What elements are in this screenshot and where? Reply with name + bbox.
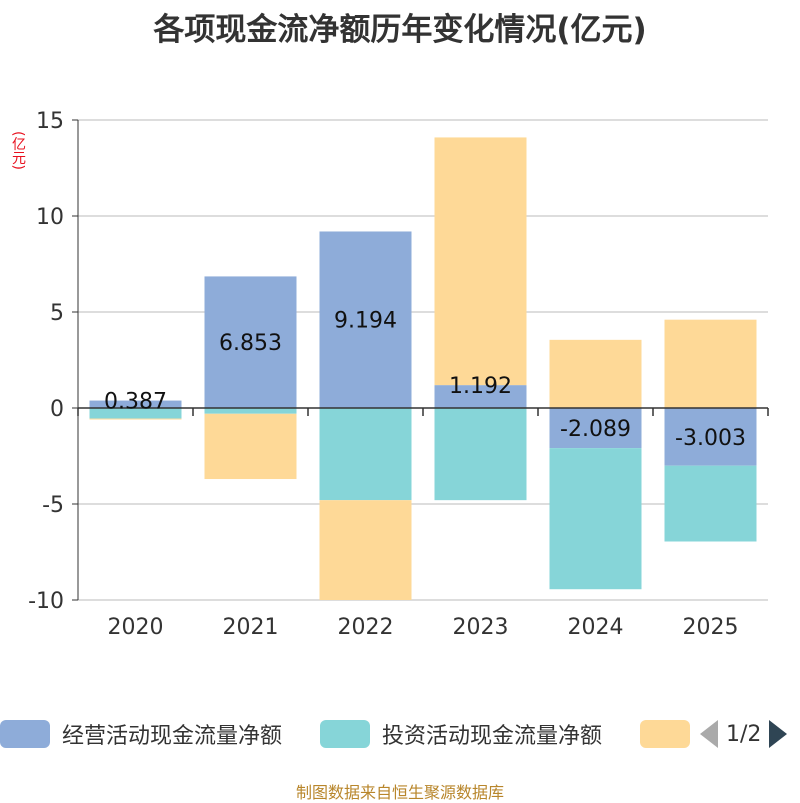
- bar-operating-2025: [664, 408, 757, 466]
- x-category-label: 2024: [568, 615, 624, 640]
- y-tick-label: 0: [50, 397, 64, 422]
- bar-investing-2020: [89, 408, 182, 419]
- legend-label-investing: 投资活动现金流量净额: [382, 724, 603, 749]
- legend-next-page-icon[interactable]: [769, 720, 788, 748]
- bar-investing-2021: [204, 408, 297, 414]
- bar-financing-2025: [664, 319, 757, 408]
- x-category-label: 2025: [683, 615, 739, 640]
- legend-label-operating: 经营活动现金流量净额: [62, 724, 283, 749]
- bar-chart: 15 10 5 0 -5 -10 2020 2021 2022 2023 2024 2025 0.387…: [28, 109, 769, 640]
- legend-swatch-financing: [640, 720, 690, 748]
- bar-financing-2023: [434, 137, 527, 386]
- data-label-operating-2024: -2.089: [560, 417, 631, 442]
- x-category-label: 2021: [223, 615, 279, 640]
- x-category-label: 2023: [453, 615, 509, 640]
- bar-financing-2021: [204, 413, 297, 480]
- legend-pager: 1/2: [700, 714, 788, 754]
- bar-investing-2024: [549, 448, 642, 590]
- legend-swatch-investing: [320, 720, 370, 748]
- legend-page-indicator: 1/2: [726, 721, 762, 747]
- x-category-label: 2022: [338, 615, 394, 640]
- data-label-operating-2023: 1.192: [449, 374, 512, 399]
- y-tick-label: -10: [28, 589, 64, 614]
- bar-operating-2023: [434, 385, 527, 408]
- bar-investing-2025: [664, 465, 757, 542]
- data-source-note: 制图数据来自恒生聚源数据库: [295, 783, 504, 802]
- data-label-operating-2021: 6.853: [219, 331, 282, 356]
- bar-financing-2024: [549, 339, 642, 408]
- y-axis-unit-label: (亿元): [10, 130, 26, 170]
- bar-operating-2020: [89, 400, 182, 408]
- legend-item-financing[interactable]: [640, 714, 702, 754]
- bar-operating-2024: [549, 408, 642, 449]
- y-tick-label: -5: [42, 493, 64, 518]
- bar-operating-2022: [319, 231, 412, 408]
- bar-financing-2022: [319, 500, 412, 600]
- bar-operating-2021: [204, 276, 297, 408]
- bar-investing-2023: [434, 408, 527, 501]
- legend-swatch-operating: [0, 720, 50, 748]
- y-tick-label: 10: [36, 205, 64, 230]
- legend-prev-page-icon[interactable]: [700, 720, 718, 748]
- data-label-operating-2025: -3.003: [675, 426, 746, 451]
- legend-item-investing[interactable]: 投资活动现金流量净额: [320, 714, 602, 754]
- bar-financing-2020: [89, 418, 182, 420]
- y-tick-label: 5: [50, 301, 64, 326]
- data-label-operating-2020: 0.387: [104, 390, 167, 415]
- legend: 经营活动现金流量净额 投资活动现金流量净额 1/2: [0, 714, 800, 754]
- y-tick-label: 15: [36, 109, 64, 134]
- data-label-operating-2022: 9.194: [334, 309, 397, 334]
- legend-item-operating[interactable]: 经营活动现金流量净额: [0, 714, 282, 754]
- chart-title: 各项现金流净额历年变化情况(亿元): [153, 12, 647, 48]
- x-category-label: 2020: [108, 615, 164, 640]
- bar-investing-2022: [319, 408, 412, 501]
